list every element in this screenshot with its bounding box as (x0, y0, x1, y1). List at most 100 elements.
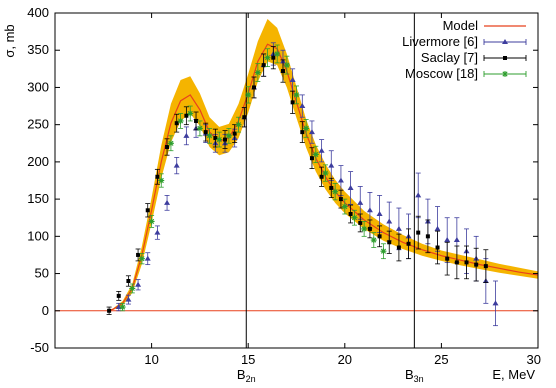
star-marker (167, 140, 174, 147)
data-point-saclay-7 (435, 230, 441, 265)
data-point-saclay-7 (241, 107, 247, 128)
data-point-saclay-7 (280, 59, 286, 83)
data-point-saclay-7 (290, 90, 296, 114)
threshold-symbol: B (405, 367, 414, 382)
y-tick-label: 250 (27, 117, 49, 132)
square-marker (251, 85, 256, 90)
square-marker (280, 69, 285, 74)
y-tick-label: 150 (27, 191, 49, 206)
square-marker (165, 145, 170, 149)
series-saclay-7 (106, 46, 489, 315)
data-point-livermore-6 (492, 280, 499, 327)
data-point-moscow-18 (293, 85, 300, 105)
data-point-livermore-6 (183, 126, 190, 146)
star-marker (158, 177, 165, 184)
threshold-subscript: 3n (414, 374, 424, 384)
square-marker (454, 260, 459, 265)
data-point-saclay-7 (406, 228, 412, 260)
data-point-moscow-18 (332, 183, 339, 201)
data-point-livermore-6 (308, 120, 315, 144)
square-marker (116, 293, 121, 298)
data-point-moscow-18 (245, 86, 252, 104)
star-marker (196, 125, 203, 132)
star-marker (341, 203, 348, 210)
triangle-marker (299, 103, 306, 109)
square-marker (425, 234, 430, 239)
square-marker (358, 220, 363, 225)
square-marker (348, 212, 353, 216)
data-point-saclay-7 (135, 248, 141, 262)
data-point-moscow-18 (361, 221, 368, 237)
data-point-moscow-18 (235, 116, 242, 133)
data-point-saclay-7 (357, 213, 363, 233)
triangle-marker (415, 192, 422, 198)
data-point-moscow-18 (196, 120, 203, 137)
data-point-moscow-18 (380, 243, 387, 260)
square-marker (261, 63, 266, 68)
star-marker (351, 214, 358, 221)
star-marker (254, 69, 261, 76)
triangle-marker (347, 184, 354, 190)
square-marker (406, 241, 411, 246)
square-marker (174, 121, 179, 126)
data-point-livermore-6 (173, 157, 180, 175)
star-marker (322, 170, 329, 177)
square-marker (203, 130, 208, 135)
star-marker (370, 237, 377, 244)
square-marker (319, 174, 324, 179)
y-tick-label: 200 (27, 154, 49, 169)
data-point-livermore-6 (125, 294, 132, 305)
threshold-label-2n: B2n (237, 367, 256, 384)
data-point-moscow-18 (206, 127, 213, 144)
star-marker (119, 304, 126, 311)
data-point-livermore-6 (299, 94, 306, 118)
legend-label-livermore-6: Livermore [6] (402, 34, 478, 49)
triangle-marker (386, 218, 393, 224)
square-marker (136, 252, 141, 257)
threshold-label-3n: B3n (405, 367, 424, 384)
square-marker (155, 174, 160, 179)
data-point-saclay-7 (116, 291, 122, 301)
x-tick-label: 15 (241, 352, 255, 367)
square-marker (309, 156, 314, 161)
square-marker (145, 208, 150, 213)
data-point-moscow-18 (283, 55, 290, 75)
star-marker (303, 125, 310, 132)
square-marker (435, 245, 440, 250)
data-point-saclay-7 (261, 53, 267, 77)
data-point-moscow-18 (312, 145, 319, 164)
data-point-livermore-6 (164, 194, 171, 211)
data-point-saclay-7 (415, 215, 421, 250)
data-point-saclay-7 (174, 113, 180, 133)
x-tick-label: 20 (338, 352, 352, 367)
star-marker (332, 188, 339, 195)
data-point-saclay-7 (145, 203, 151, 218)
triangle-marker (154, 229, 161, 235)
star-marker (380, 248, 387, 255)
legend-entry-model: Model (443, 18, 526, 33)
data-point-saclay-7 (299, 121, 305, 143)
square-marker (503, 56, 507, 60)
square-marker (194, 118, 199, 123)
data-point-saclay-7 (164, 138, 170, 156)
y-tick-label: 400 (27, 5, 49, 20)
x-axis-label: E, MeV (492, 367, 535, 382)
triangle-marker (337, 177, 344, 183)
star-marker (148, 218, 155, 225)
data-point-saclay-7 (222, 130, 228, 149)
series-moscow-18 (119, 44, 387, 312)
data-point-saclay-7 (473, 247, 479, 282)
triangle-marker (376, 211, 383, 216)
data-point-moscow-18 (138, 253, 145, 265)
data-point-moscow-18 (254, 63, 261, 82)
star-marker (312, 151, 319, 158)
data-point-saclay-7 (203, 122, 209, 142)
triangle-marker (135, 281, 142, 287)
data-point-saclay-7 (454, 245, 460, 280)
legend-label-saclay-7: Saclay [7] (421, 50, 478, 65)
square-marker (387, 240, 392, 245)
data-point-moscow-18 (216, 131, 223, 148)
star-marker (235, 121, 242, 128)
